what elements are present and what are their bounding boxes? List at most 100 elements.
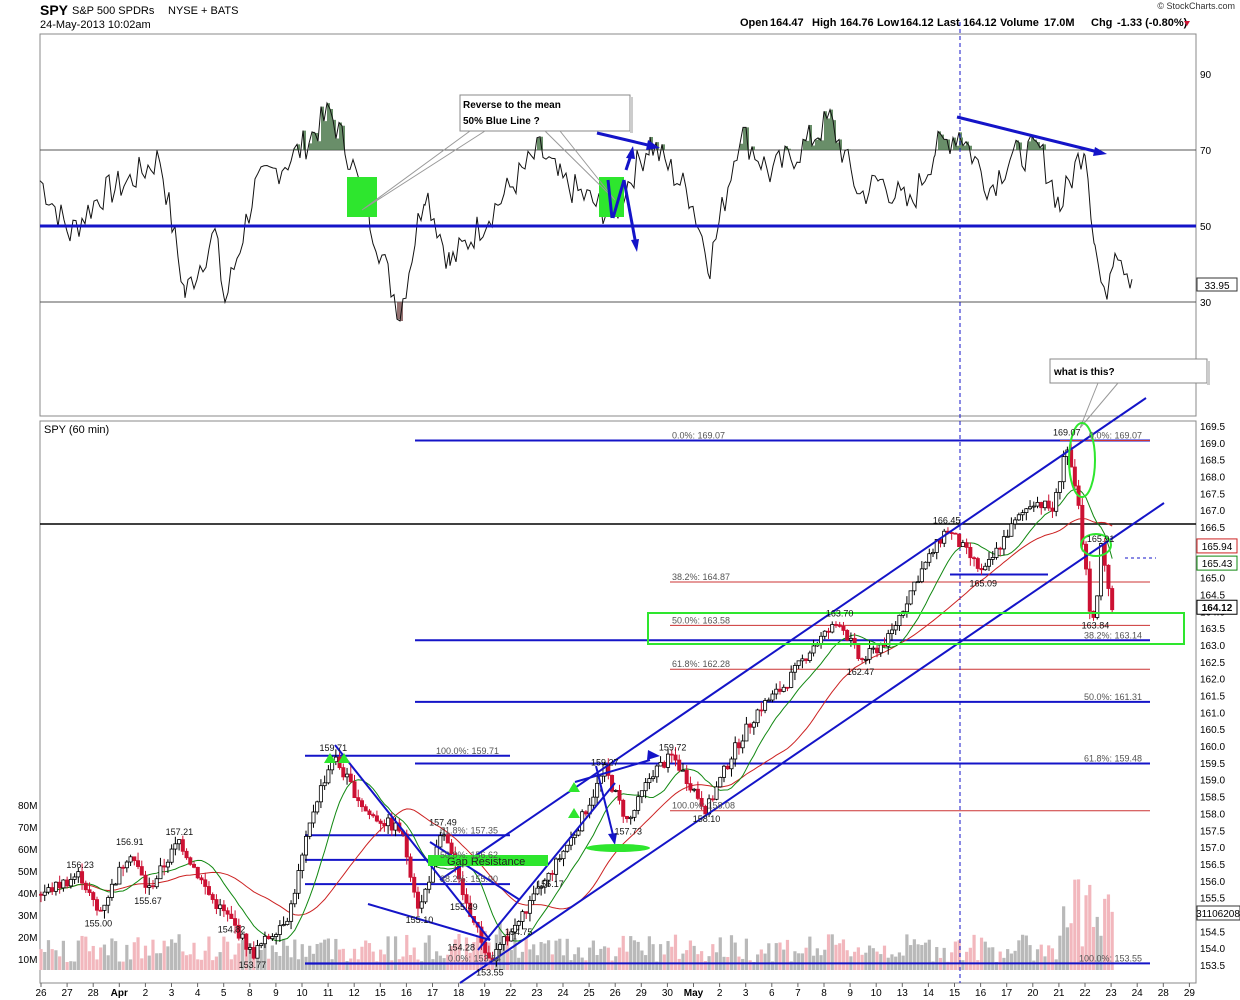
volume-bar bbox=[841, 939, 846, 970]
candle-body bbox=[42, 891, 47, 896]
candle-body bbox=[703, 805, 708, 815]
candle-body bbox=[374, 815, 379, 822]
volume-bar bbox=[789, 961, 793, 970]
volume-bar bbox=[364, 940, 368, 970]
volume-bar bbox=[453, 939, 457, 970]
candle-body bbox=[763, 700, 768, 711]
candle-body bbox=[289, 903, 294, 922]
osc-tick: 50 bbox=[1200, 222, 1212, 233]
candle-body bbox=[863, 658, 868, 661]
volume-bar bbox=[143, 945, 148, 970]
candle-body bbox=[307, 822, 312, 837]
volume-bar bbox=[1032, 960, 1036, 970]
svg-text:17.0M: 17.0M bbox=[1044, 17, 1075, 29]
x-tick: 15 bbox=[375, 988, 387, 999]
price-point-label: 159.27 bbox=[591, 758, 619, 768]
volume-bar bbox=[1106, 894, 1111, 970]
svg-text:High: High bbox=[812, 17, 837, 29]
volume-bar bbox=[80, 935, 84, 970]
volume-bar bbox=[311, 953, 316, 970]
price-tick: 160.5 bbox=[1200, 725, 1225, 736]
volume-tick: 40M bbox=[18, 889, 37, 900]
candle-body bbox=[378, 820, 383, 824]
candle-body bbox=[550, 872, 555, 875]
candle-body bbox=[546, 872, 551, 881]
candle-body bbox=[386, 817, 391, 827]
volume-bar bbox=[946, 961, 950, 970]
volume-bar bbox=[927, 939, 931, 970]
price-point-label: 159.72 bbox=[659, 742, 687, 752]
candle-body bbox=[1050, 507, 1055, 512]
x-tick: 29 bbox=[1184, 988, 1196, 999]
volume-bar bbox=[558, 938, 562, 970]
candle-body bbox=[154, 878, 159, 888]
volume-bar bbox=[170, 939, 174, 970]
price-point-label: 157.73 bbox=[614, 827, 642, 837]
candle-body bbox=[539, 886, 544, 889]
volume-bar bbox=[681, 953, 685, 970]
candle-body bbox=[244, 933, 249, 950]
x-tick: 10 bbox=[296, 988, 308, 999]
volume-bar bbox=[214, 956, 219, 970]
volume-bar bbox=[867, 945, 872, 970]
volume-bar bbox=[99, 947, 103, 970]
volume-tick: 30M bbox=[18, 911, 37, 922]
fib-label: 38.2%: 155.90 bbox=[440, 874, 498, 884]
volume-bar bbox=[748, 960, 752, 970]
volume-bar bbox=[651, 944, 655, 970]
candle-body bbox=[722, 765, 727, 778]
volume-bar bbox=[356, 959, 360, 970]
volume-bar bbox=[323, 939, 327, 970]
volume-bar bbox=[229, 959, 233, 970]
candle-body bbox=[576, 830, 581, 836]
candle-body bbox=[904, 603, 909, 613]
candle-body bbox=[68, 879, 73, 887]
candle-body bbox=[979, 568, 984, 571]
candle-body bbox=[188, 857, 193, 865]
volume-bar bbox=[319, 942, 323, 970]
candle-body bbox=[46, 887, 51, 893]
volume-bar bbox=[905, 934, 909, 970]
volume-bar bbox=[953, 941, 958, 970]
volume-bar bbox=[1080, 946, 1084, 970]
x-tick: 24 bbox=[1132, 988, 1144, 999]
volume-bar bbox=[1024, 935, 1028, 970]
volume-bar bbox=[1050, 948, 1055, 970]
volume-bar bbox=[281, 938, 286, 970]
break-ellipse bbox=[1080, 533, 1112, 557]
volume-bar bbox=[1054, 959, 1058, 970]
x-tick: 16 bbox=[401, 988, 413, 999]
candle-body bbox=[352, 781, 357, 799]
svg-text:Low: Low bbox=[877, 17, 899, 29]
candle-body bbox=[143, 874, 148, 888]
candle-body bbox=[916, 581, 921, 584]
volume-bar bbox=[543, 943, 547, 970]
candle-body bbox=[919, 568, 924, 583]
volume-bar bbox=[744, 938, 749, 970]
price-point-label: 157.21 bbox=[166, 827, 194, 837]
volume-bar bbox=[237, 943, 241, 970]
candle-body bbox=[617, 789, 622, 801]
x-tick: 10 bbox=[871, 988, 883, 999]
volume-bar bbox=[468, 952, 472, 970]
volume-tick: 70M bbox=[18, 823, 37, 834]
volume-bar bbox=[554, 940, 558, 970]
candle-body bbox=[248, 947, 253, 950]
candle-body bbox=[897, 614, 902, 626]
price-tick: 162.5 bbox=[1200, 658, 1225, 669]
candle-body bbox=[725, 765, 730, 770]
candle-body bbox=[800, 658, 805, 662]
candle-body bbox=[908, 590, 913, 605]
price-tick: 158.5 bbox=[1200, 793, 1225, 804]
volume-bar bbox=[778, 942, 782, 970]
oscillator-levels bbox=[40, 149, 1196, 303]
volume-bar bbox=[240, 939, 245, 970]
price-tag-text: 165.94 bbox=[1202, 542, 1233, 553]
volume-bar bbox=[1009, 953, 1013, 970]
volume-bar bbox=[826, 934, 831, 970]
candle-body bbox=[281, 924, 286, 927]
fibonacci-levels bbox=[305, 439, 1150, 965]
volume-bar bbox=[386, 936, 390, 970]
x-tick: 17 bbox=[427, 988, 439, 999]
